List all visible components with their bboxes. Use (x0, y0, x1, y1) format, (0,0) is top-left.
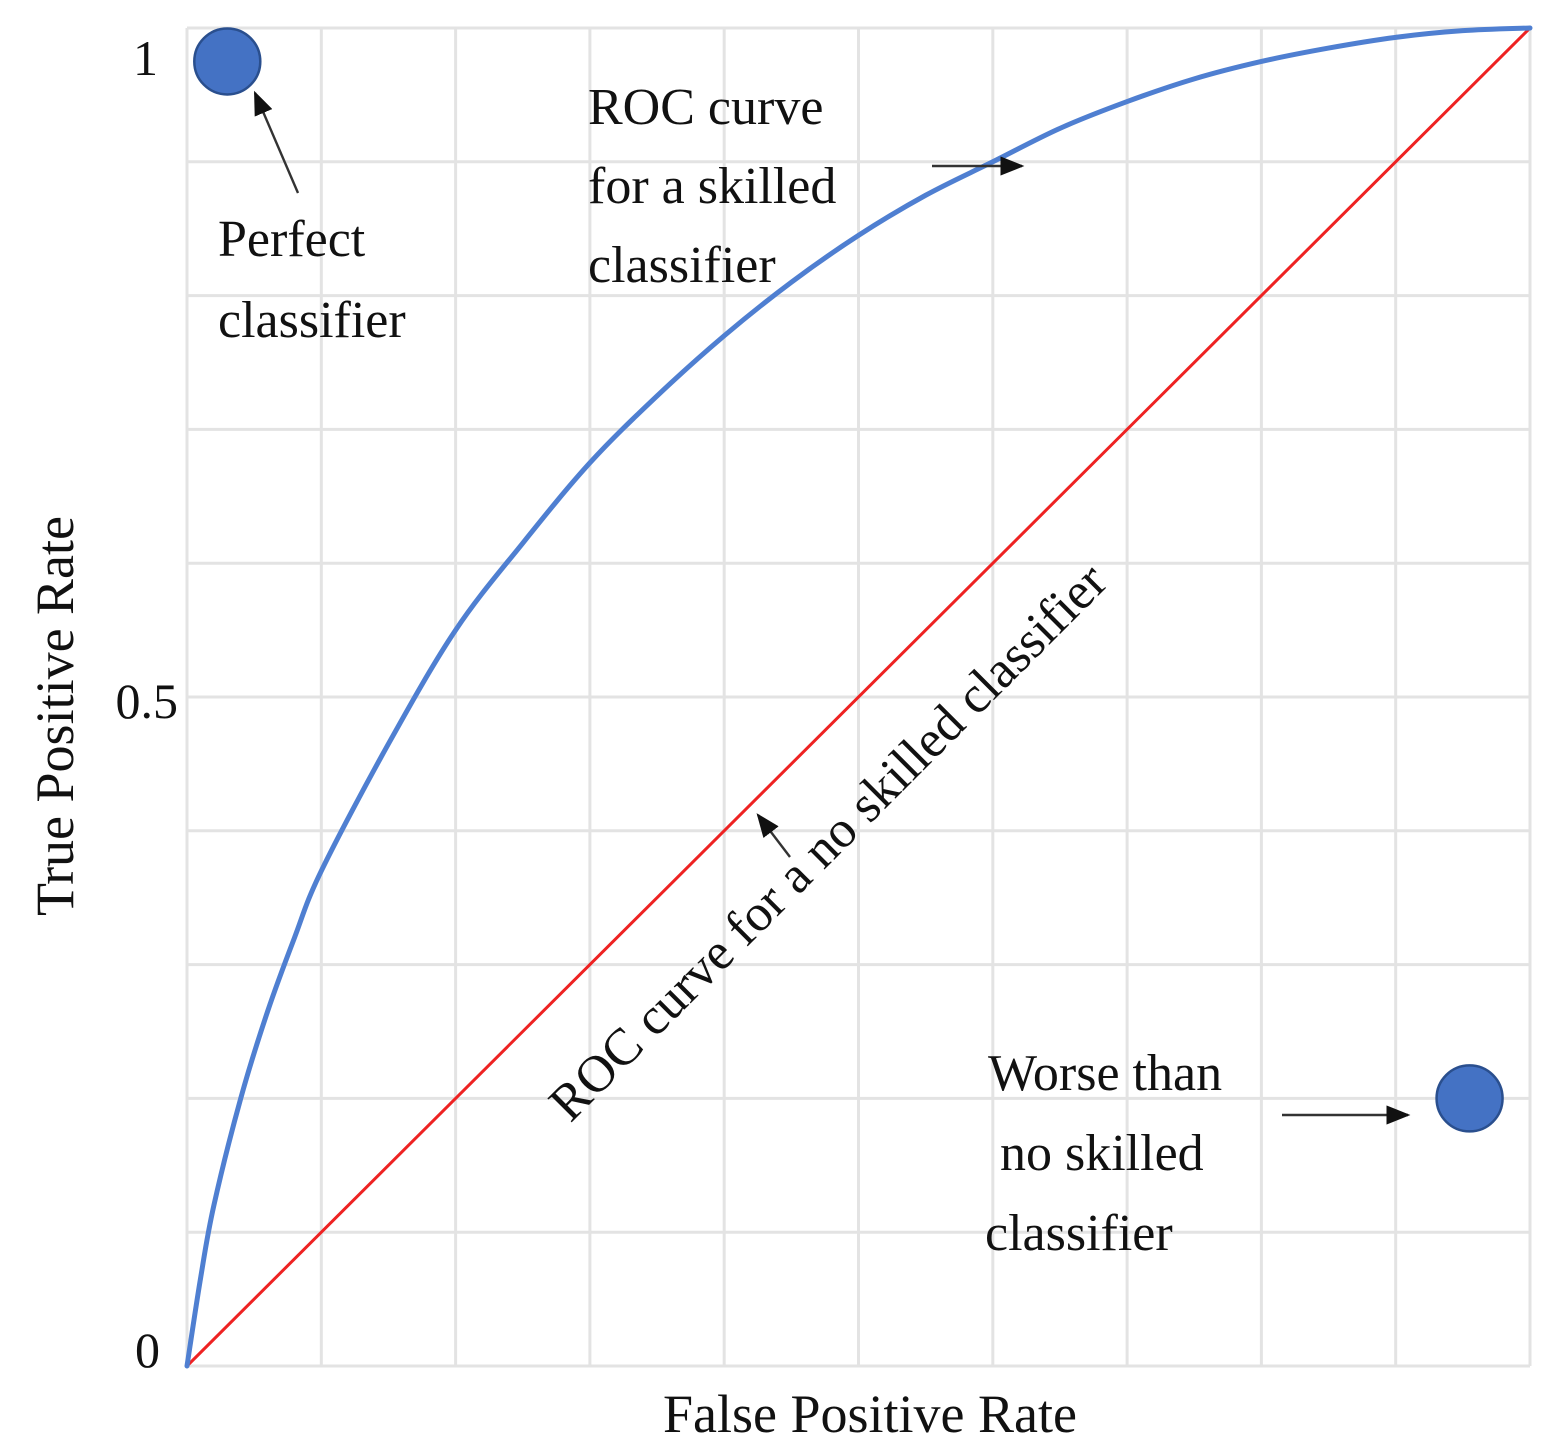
no-skill-roc-line (185, 26, 1532, 1368)
perfect-label-line2: classifier (218, 292, 406, 349)
grid (185, 26, 1532, 1368)
x-axis-title: False Positive Rate (663, 1384, 1077, 1444)
skilled-roc-curve (184, 25, 1533, 1369)
worse-label-line3: classifier (985, 1205, 1173, 1262)
worse-classifier-point (1435, 1064, 1504, 1133)
skilled-label-line2: for a skilled (588, 158, 836, 215)
skilled-label-line1: ROC curve (588, 79, 823, 136)
no-skill-arrow (756, 813, 791, 858)
ytick-label-0: 0 (135, 1322, 160, 1378)
worse-label-line1: Worse than (988, 1045, 1222, 1102)
perfect-classifier-point (193, 27, 262, 96)
ytick-label-1: 1 (133, 30, 158, 86)
perfect-label-line1: Perfect (218, 211, 366, 268)
skilled-label-line3: classifier (588, 237, 776, 294)
worse-label-line2: no skilled (1000, 1125, 1204, 1182)
ytick-label-0.5: 0.5 (116, 673, 179, 729)
y-axis-title: True Positive Rate (25, 516, 85, 916)
perfect-arrow (253, 90, 300, 194)
